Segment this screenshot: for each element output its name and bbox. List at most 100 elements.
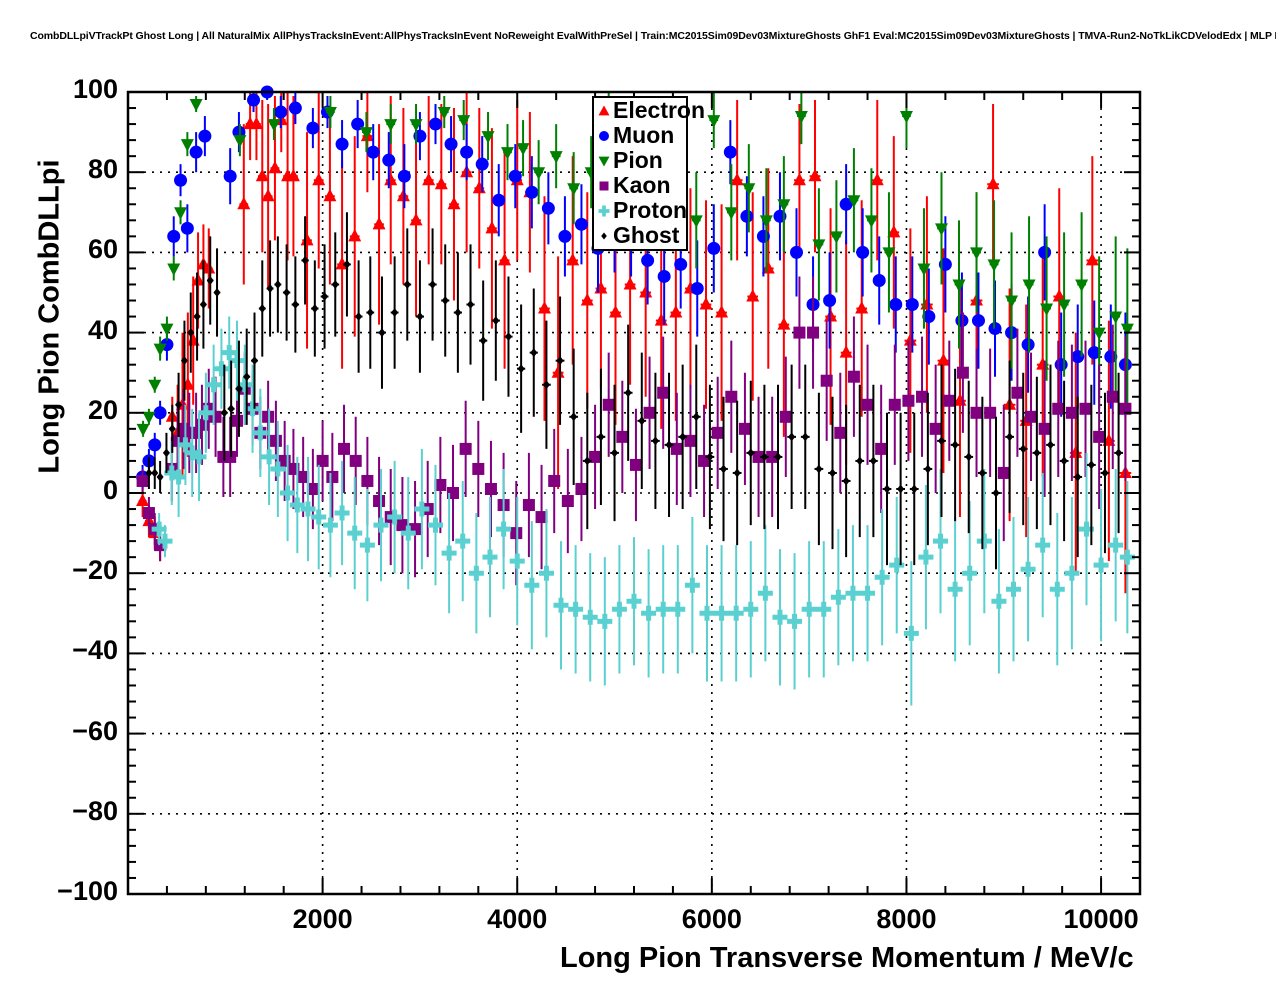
marker-triangle-down: [267, 119, 281, 132]
marker-cross: [261, 449, 277, 465]
data-marker: [582, 609, 598, 625]
marker-triangle-up: [903, 333, 917, 346]
legend-entry-kaon[interactable]: Kaon: [594, 173, 686, 198]
x-tick-label: 2000: [292, 904, 353, 934]
legend-label: Kaon: [613, 172, 671, 198]
marker-cross: [229, 353, 245, 369]
data-marker: [359, 127, 373, 140]
data-marker: [524, 577, 540, 593]
marker-cross: [1078, 521, 1094, 537]
data-marker: [387, 509, 403, 525]
legend-entry-pion[interactable]: Pion: [594, 148, 686, 173]
marker-triangle-up: [348, 228, 362, 242]
marker-diamond: [815, 464, 823, 474]
marker-square: [1093, 430, 1106, 443]
marker-triangle-down: [136, 423, 150, 437]
data-marker: [492, 316, 500, 326]
data-marker: [738, 422, 751, 435]
y-tick-label: 60: [87, 234, 118, 265]
data-marker: [698, 454, 711, 467]
data-marker: [905, 298, 919, 312]
marker-circle: [189, 145, 203, 159]
data-marker: [422, 172, 436, 186]
data-marker: [1115, 448, 1123, 458]
marker-cross: [553, 597, 569, 613]
marker-circle: [674, 257, 688, 271]
y-tick-label: 0: [102, 475, 118, 505]
marker-cross: [509, 553, 525, 569]
marker-cross: [816, 601, 832, 617]
data-marker: [501, 147, 514, 160]
x-axis-title: Long Pion Transverse Momentum / MeV/c: [560, 942, 1134, 974]
data-marker: [355, 312, 363, 322]
marker-diamond: [243, 372, 251, 382]
marker-circle: [558, 229, 572, 243]
data-marker: [910, 484, 918, 494]
legend-entry-proton[interactable]: Proton: [594, 198, 687, 223]
data-marker: [414, 501, 430, 517]
data-marker: [856, 456, 864, 466]
marker-square: [1025, 410, 1038, 423]
data-marker: [269, 434, 282, 447]
data-marker: [301, 255, 309, 265]
data-marker: [323, 107, 337, 120]
legend-marker-shape: [598, 105, 610, 116]
data-marker: [820, 374, 833, 387]
data-marker: [746, 289, 760, 302]
data-marker: [808, 168, 822, 182]
y-tick-label: −40: [72, 635, 118, 666]
marker-diamond: [343, 259, 351, 269]
data-marker: [777, 317, 791, 330]
data-marker: [153, 343, 167, 357]
data-marker: [525, 185, 539, 199]
marker-diamond: [829, 468, 837, 478]
data-marker: [343, 259, 351, 269]
data-marker: [468, 565, 484, 581]
legend-entry-electron[interactable]: Electron: [594, 98, 705, 123]
data-marker: [504, 332, 512, 342]
legend-entry-ghost[interactable]: Ghost: [594, 223, 686, 248]
marker-circle: [823, 294, 837, 308]
data-marker: [759, 215, 773, 228]
legend-entry-muon[interactable]: Muon: [594, 123, 686, 148]
data-marker: [286, 168, 300, 182]
data-marker: [289, 497, 305, 513]
marker-cross: [157, 533, 173, 549]
data-marker: [537, 301, 551, 314]
marker-diamond: [530, 348, 538, 358]
marker-diamond: [801, 432, 809, 442]
marker-cross: [524, 577, 540, 593]
marker-diamond: [651, 436, 659, 446]
marker-triangle-down: [899, 111, 913, 124]
marker-triangle-up: [887, 224, 901, 238]
data-marker: [492, 193, 506, 207]
marker-diamond: [258, 304, 266, 314]
marker-square: [657, 386, 670, 399]
marker-triangle-up: [537, 301, 551, 314]
marker-triangle-down: [707, 115, 721, 128]
marker-circle: [366, 145, 380, 159]
data-marker: [815, 464, 823, 474]
data-marker: [1093, 557, 1109, 573]
marker-diamond: [479, 336, 487, 346]
marker-triangle-down: [233, 135, 247, 148]
data-marker: [740, 209, 754, 223]
data-marker: [321, 292, 329, 302]
data-marker: [288, 101, 302, 115]
marker-diamond: [416, 312, 424, 322]
data-marker: [220, 408, 228, 418]
y-tick-label: −60: [72, 715, 118, 746]
data-marker: [498, 252, 512, 266]
marker-triangle-up: [639, 285, 653, 298]
data-marker: [1033, 448, 1041, 458]
data-marker: [553, 597, 569, 613]
data-marker: [970, 406, 983, 419]
data-marker: [145, 468, 153, 478]
marker-diamond: [1115, 448, 1123, 458]
legend-marker-shape: [599, 131, 609, 141]
data-marker: [153, 406, 167, 420]
legend[interactable]: Electron Muon Pion Kaon Proton Ghost: [592, 96, 705, 251]
data-marker: [724, 207, 738, 220]
marker-diamond: [910, 484, 918, 494]
